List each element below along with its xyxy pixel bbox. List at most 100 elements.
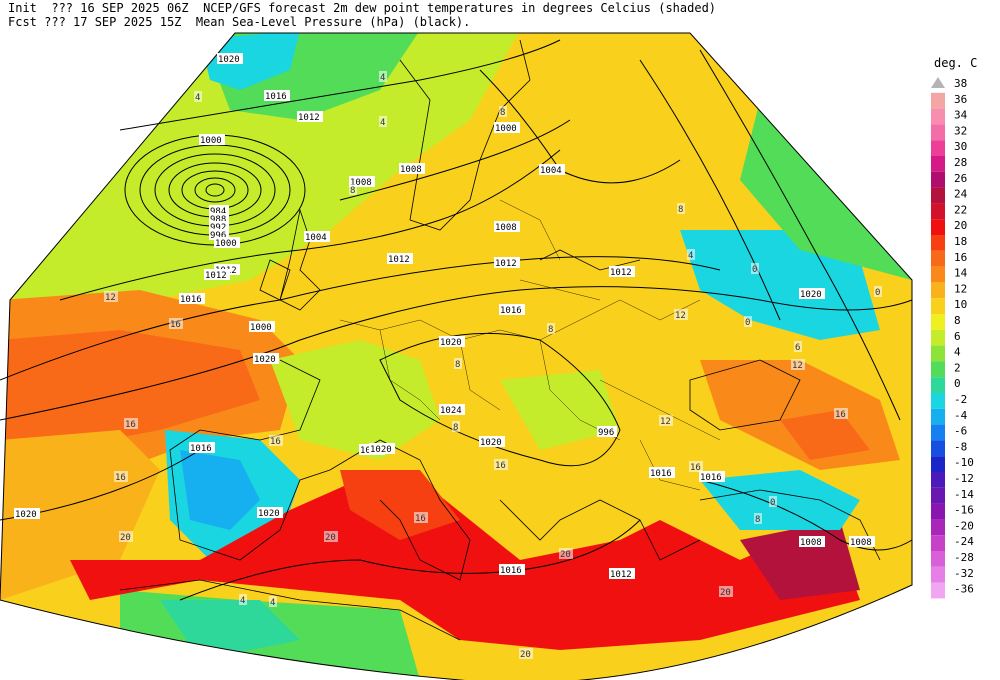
legend-swatch [931, 487, 945, 504]
shade-label: 12 [105, 293, 116, 303]
isobar-label-bg [399, 163, 425, 174]
shade-label: 16 [495, 461, 506, 471]
shade-label: 4 [380, 73, 385, 83]
legend-label: 4 [954, 346, 961, 359]
legend-label: 14 [954, 267, 968, 280]
isobar-label-bg [304, 231, 330, 242]
shade-label-bg [454, 358, 462, 369]
shade-label: 20 [520, 650, 531, 660]
shade-label-bg [744, 316, 752, 327]
legend-swatch [931, 503, 945, 520]
isobar-label-bg [609, 568, 635, 579]
isobar-label-bg [264, 90, 290, 101]
legend-swatch [931, 551, 945, 567]
shade-label: 16 [690, 463, 701, 473]
shade-label-bg [677, 203, 685, 214]
legend-swatch [931, 92, 945, 109]
isobar-label: 1016 [265, 92, 287, 102]
isobar-label: 1004 [540, 166, 562, 176]
isobar-label-bg [214, 237, 240, 248]
legend-label: -6 [954, 425, 967, 438]
legend-label: 36 [954, 93, 967, 106]
legend-swatch [931, 329, 945, 346]
shade-label-bg [269, 596, 277, 607]
legend-label: 30 [954, 140, 967, 153]
shade-label: 0 [770, 498, 775, 508]
shade-label-bg [169, 318, 183, 329]
legend-swatch [931, 108, 945, 125]
isobar-label-bg [217, 53, 243, 64]
isobar-label: 1012 [495, 259, 517, 269]
field-atlantic-deeporange [0, 330, 260, 460]
legend-label: -14 [954, 488, 974, 501]
shade-label: 4 [195, 93, 200, 103]
legend-swatch [931, 472, 945, 488]
isobar-label: 1020 [480, 438, 502, 448]
isobar-label: 1020 [218, 55, 240, 65]
shade-label: 0 [752, 265, 757, 275]
legend-label: -16 [954, 504, 974, 517]
isobar-label: 1020 [800, 290, 822, 300]
shade-label: 16 [415, 514, 426, 524]
shade-label-bg [194, 91, 202, 102]
shade-label-bg [659, 415, 673, 426]
legend-label: -28 [954, 551, 974, 564]
shade-label: 4 [380, 118, 385, 128]
isobar-label-bg [349, 176, 375, 187]
shade-label-bg [499, 106, 507, 117]
shade-label-bg [791, 359, 805, 370]
isobar-label: 1000 [495, 124, 517, 134]
isobar-label-bg [189, 442, 215, 453]
shade-label-bg [124, 418, 138, 429]
legend-unit: deg. C [934, 56, 977, 70]
isobar-label: 1016 [180, 295, 202, 305]
isobar-label: 1020 [15, 510, 37, 520]
shade-label: 0 [745, 318, 750, 328]
legend-swatch [931, 171, 945, 188]
shade-label: 16 [170, 320, 181, 330]
isobar-label-bg [209, 221, 229, 232]
shade-label-bg [104, 291, 118, 302]
legend-triangle-top [931, 77, 945, 88]
legend-label: 18 [954, 235, 967, 248]
isobar-label: 1024 [440, 406, 462, 416]
field-anatolia-cyan [700, 470, 860, 530]
isobar-label: 1020 [254, 355, 276, 365]
legend-label: 10 [954, 298, 967, 311]
isobar-label: 1020 [440, 338, 462, 348]
isobar-label: 1016 [500, 566, 522, 576]
header-init-line: Init ??? 16 SEP 2025 06Z NCEP/GFS foreca… [8, 1, 717, 15]
shade-label-bg [114, 471, 128, 482]
shade-label: 8 [755, 515, 760, 525]
legend-label: -36 [954, 583, 974, 596]
legend-label: 22 [954, 203, 967, 216]
isobar-label: 1020 [258, 509, 280, 519]
legend-label: -32 [954, 567, 974, 580]
legend-swatch [931, 219, 945, 235]
isobar-label: 1012 [388, 255, 410, 265]
isobar-label-bg [499, 304, 525, 315]
legend-label: 24 [954, 188, 968, 201]
isobar-label: 1012 [610, 570, 632, 580]
isobar-label-bg [799, 536, 825, 547]
shade-label: 4 [240, 596, 245, 606]
legend-label: 20 [954, 219, 967, 232]
isobar-label: 1008 [800, 538, 822, 548]
shade-label: 16 [270, 437, 281, 447]
isobar-label-bg [369, 443, 395, 454]
legend-swatch [931, 440, 945, 457]
shade-label: 8 [350, 186, 355, 196]
isobar-label: 1000 [200, 136, 222, 146]
legend-label: -2 [954, 393, 967, 406]
legend-swatch [931, 203, 945, 220]
shade-label-bg [379, 116, 387, 127]
field-tyrrhenian [340, 470, 460, 540]
shade-label: 16 [125, 420, 136, 430]
legend-label: 26 [954, 172, 967, 185]
shade-label: 20 [325, 533, 336, 543]
isobar-label-bg [609, 266, 635, 277]
shade-label-bg [794, 341, 802, 352]
shade-label-bg [751, 263, 759, 274]
legend-label: -24 [954, 535, 974, 548]
legend-swatch [931, 124, 945, 141]
